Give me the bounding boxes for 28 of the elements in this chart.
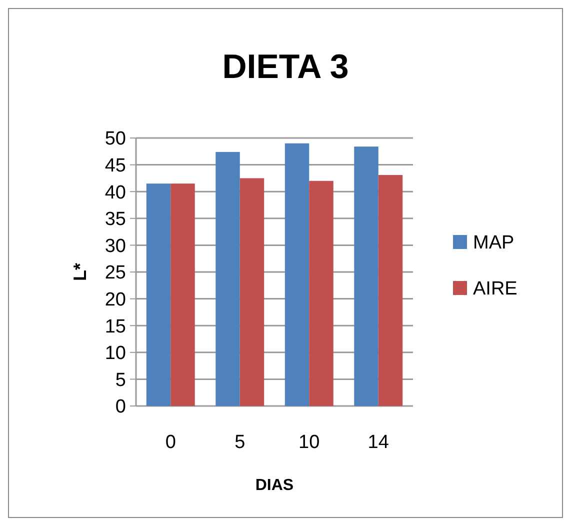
y-tick-label: 5: [115, 370, 126, 391]
legend-label: MAP: [473, 232, 514, 254]
legend-label: AIRE: [473, 278, 518, 300]
bar: [170, 184, 195, 406]
bar: [354, 146, 378, 406]
y-tick-label: 30: [104, 236, 126, 257]
y-tick-label: 45: [104, 155, 126, 176]
bar: [284, 143, 310, 406]
x-tick-label: 5: [234, 432, 246, 453]
y-tick-label: 10: [104, 343, 126, 364]
x-tick-label: 0: [165, 432, 176, 453]
x-tick-label: 10: [298, 432, 320, 453]
y-axis-title: L*: [70, 263, 90, 281]
bar: [146, 184, 171, 406]
y-tick-label: 40: [104, 182, 126, 204]
x-tick-label: 14: [368, 432, 390, 453]
x-axis-title: DIAS: [255, 477, 294, 494]
bar: [309, 180, 334, 406]
y-tick-label: 0: [115, 396, 126, 418]
chart-title: DIETA 3: [222, 48, 349, 86]
y-tick-label: 25: [104, 262, 126, 284]
bar: [216, 152, 240, 406]
y-tick-label: 50: [104, 128, 126, 150]
y-tick-label: 20: [104, 289, 126, 310]
bar: [240, 178, 264, 406]
y-tick-label: 35: [104, 209, 126, 230]
y-tick-label: 15: [104, 316, 126, 338]
bar: [378, 174, 403, 406]
